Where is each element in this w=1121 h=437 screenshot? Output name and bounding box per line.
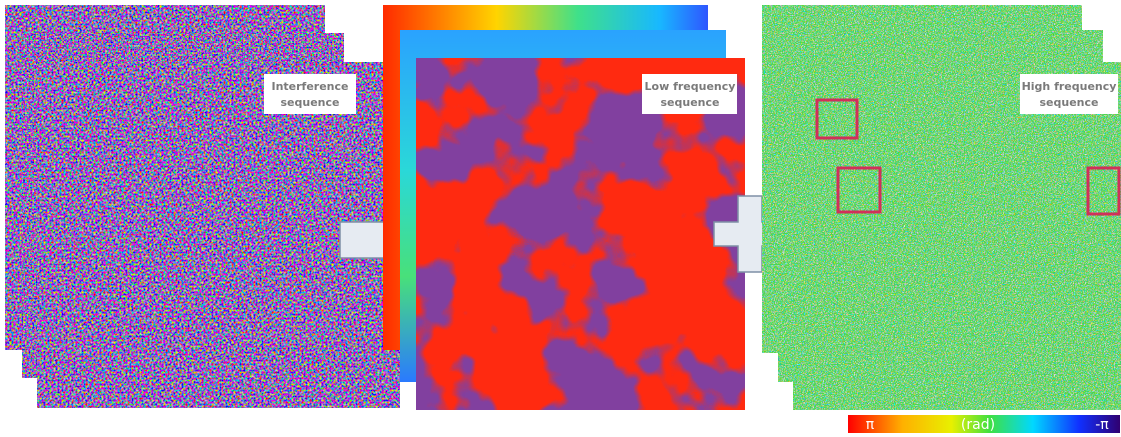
low-frequency-stack: Low frequency sequence: [383, 5, 745, 410]
high-frequency-stack: High frequency sequence: [762, 5, 1121, 410]
colorbar: π (rad) -π: [848, 415, 1120, 433]
panel-label: sequence: [1040, 96, 1099, 109]
image-layer: [793, 62, 1121, 410]
colorbar-min: -π: [1095, 417, 1109, 433]
panel-label: High frequency: [1022, 80, 1117, 93]
figure: Interference sequence Low frequency sequ…: [0, 0, 1121, 437]
colorbar-max: π: [866, 417, 875, 433]
panel-label: sequence: [281, 96, 340, 109]
panel-label: Low frequency: [645, 80, 736, 93]
colorbar-unit: (rad): [961, 417, 995, 433]
panel-label: Interference: [271, 80, 348, 93]
interference-stack: Interference sequence: [5, 5, 400, 408]
panel-label: sequence: [661, 96, 720, 109]
